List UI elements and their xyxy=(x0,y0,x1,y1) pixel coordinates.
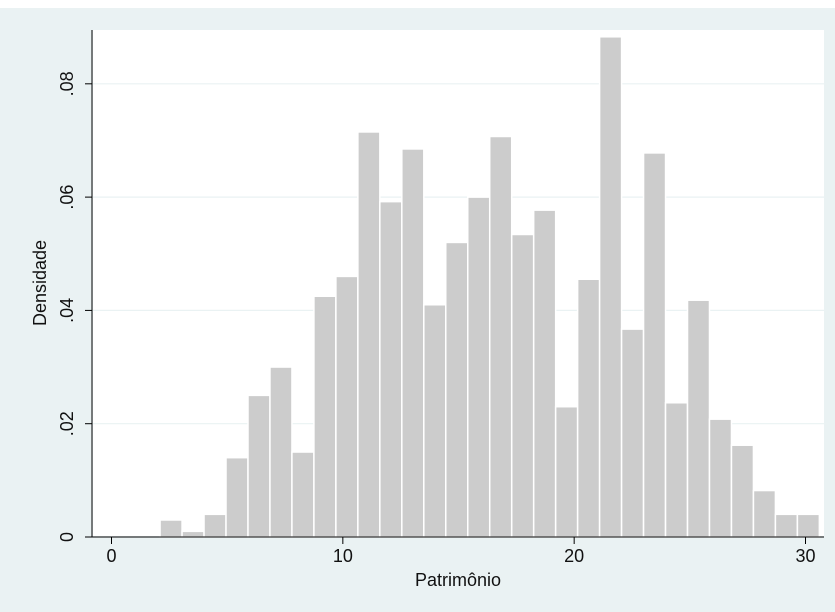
histogram-bar xyxy=(796,513,821,538)
x-tick-label: 0 xyxy=(106,546,116,566)
histogram-bar xyxy=(708,418,733,538)
histogram-bar xyxy=(752,489,777,538)
x-tick-label: 10 xyxy=(333,546,353,566)
histogram-bar xyxy=(269,366,293,538)
x-tick-label: 20 xyxy=(564,546,584,566)
histogram-bar xyxy=(730,444,755,538)
x-axis-title: Patrimônio xyxy=(415,570,501,590)
histogram-bar xyxy=(247,394,271,538)
histogram-bar xyxy=(401,148,425,538)
histogram-bar xyxy=(445,241,469,538)
y-tick-label: .02 xyxy=(57,411,77,436)
histogram-bar xyxy=(357,131,381,538)
histogram-bar xyxy=(576,278,601,538)
histogram-bar xyxy=(313,295,337,538)
histogram-bar xyxy=(532,209,557,538)
y-axis-ticks: 0 .02 .04 .06 .08 xyxy=(57,71,92,542)
y-tick-label: .06 xyxy=(57,185,77,210)
histogram-bar xyxy=(181,530,205,538)
y-tick-label: 0 xyxy=(57,532,77,542)
histogram-bar xyxy=(664,401,689,538)
histogram-bar xyxy=(335,275,359,538)
histogram-bar xyxy=(510,233,535,538)
top-strip xyxy=(0,0,835,8)
x-tick-label: 30 xyxy=(795,546,815,566)
y-tick-label: .08 xyxy=(57,71,77,96)
histogram-bar xyxy=(291,451,315,538)
histogram-bar xyxy=(488,135,513,538)
histogram-bar xyxy=(159,519,183,538)
y-axis-title: Densidade xyxy=(30,240,50,326)
histogram-bar xyxy=(423,303,447,538)
histogram-bar xyxy=(554,405,579,538)
histogram-bar xyxy=(225,456,249,538)
x-axis-ticks: 0 10 20 30 xyxy=(106,537,816,566)
histogram-bar xyxy=(379,200,403,538)
histogram-bar xyxy=(774,513,799,538)
histogram-bar xyxy=(203,513,227,538)
histogram-bar xyxy=(642,152,667,538)
histogram-bars xyxy=(159,36,821,538)
histogram-bar xyxy=(620,328,645,538)
histogram-bar xyxy=(686,299,711,538)
histogram-bar xyxy=(467,196,491,538)
y-tick-label: .04 xyxy=(57,298,77,323)
histogram-bar xyxy=(598,36,623,538)
